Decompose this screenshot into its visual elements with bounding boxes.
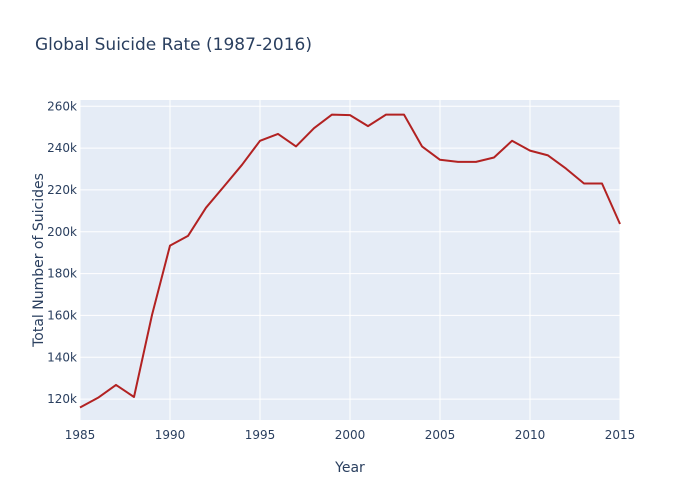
y-tick-label: 240k bbox=[47, 141, 77, 155]
y-tick-label: 120k bbox=[47, 392, 77, 406]
x-tick-label: 2010 bbox=[515, 428, 546, 442]
x-tick-label: 1985 bbox=[65, 428, 96, 442]
y-tick-label: 260k bbox=[47, 99, 77, 113]
y-tick-label: 160k bbox=[47, 308, 77, 322]
y-tick-label: 140k bbox=[47, 350, 77, 364]
chart-title: Global Suicide Rate (1987-2016) bbox=[35, 35, 312, 55]
y-axis-title: Total Number of Suicides bbox=[31, 173, 47, 348]
x-tick-label: 2015 bbox=[605, 428, 636, 442]
y-tick-label: 220k bbox=[47, 183, 77, 197]
gridlines bbox=[79, 100, 621, 420]
x-tick-label: 2005 bbox=[425, 428, 456, 442]
x-tick-label: 2000 bbox=[335, 428, 366, 442]
x-axis-title: Year bbox=[334, 460, 365, 476]
series-line bbox=[79, 113, 621, 409]
y-axis-ticks: 120k 140k 160k 180k 200k 220k 240k 260k bbox=[47, 99, 77, 406]
y-tick-label: 180k bbox=[47, 267, 77, 281]
x-tick-label: 1990 bbox=[155, 428, 186, 442]
x-axis-ticks: 1985 1990 1995 2000 2005 2010 2015 bbox=[65, 428, 636, 442]
series-layer bbox=[79, 113, 621, 409]
x-tick-label: 1995 bbox=[245, 428, 276, 442]
y-tick-label: 200k bbox=[47, 225, 77, 239]
